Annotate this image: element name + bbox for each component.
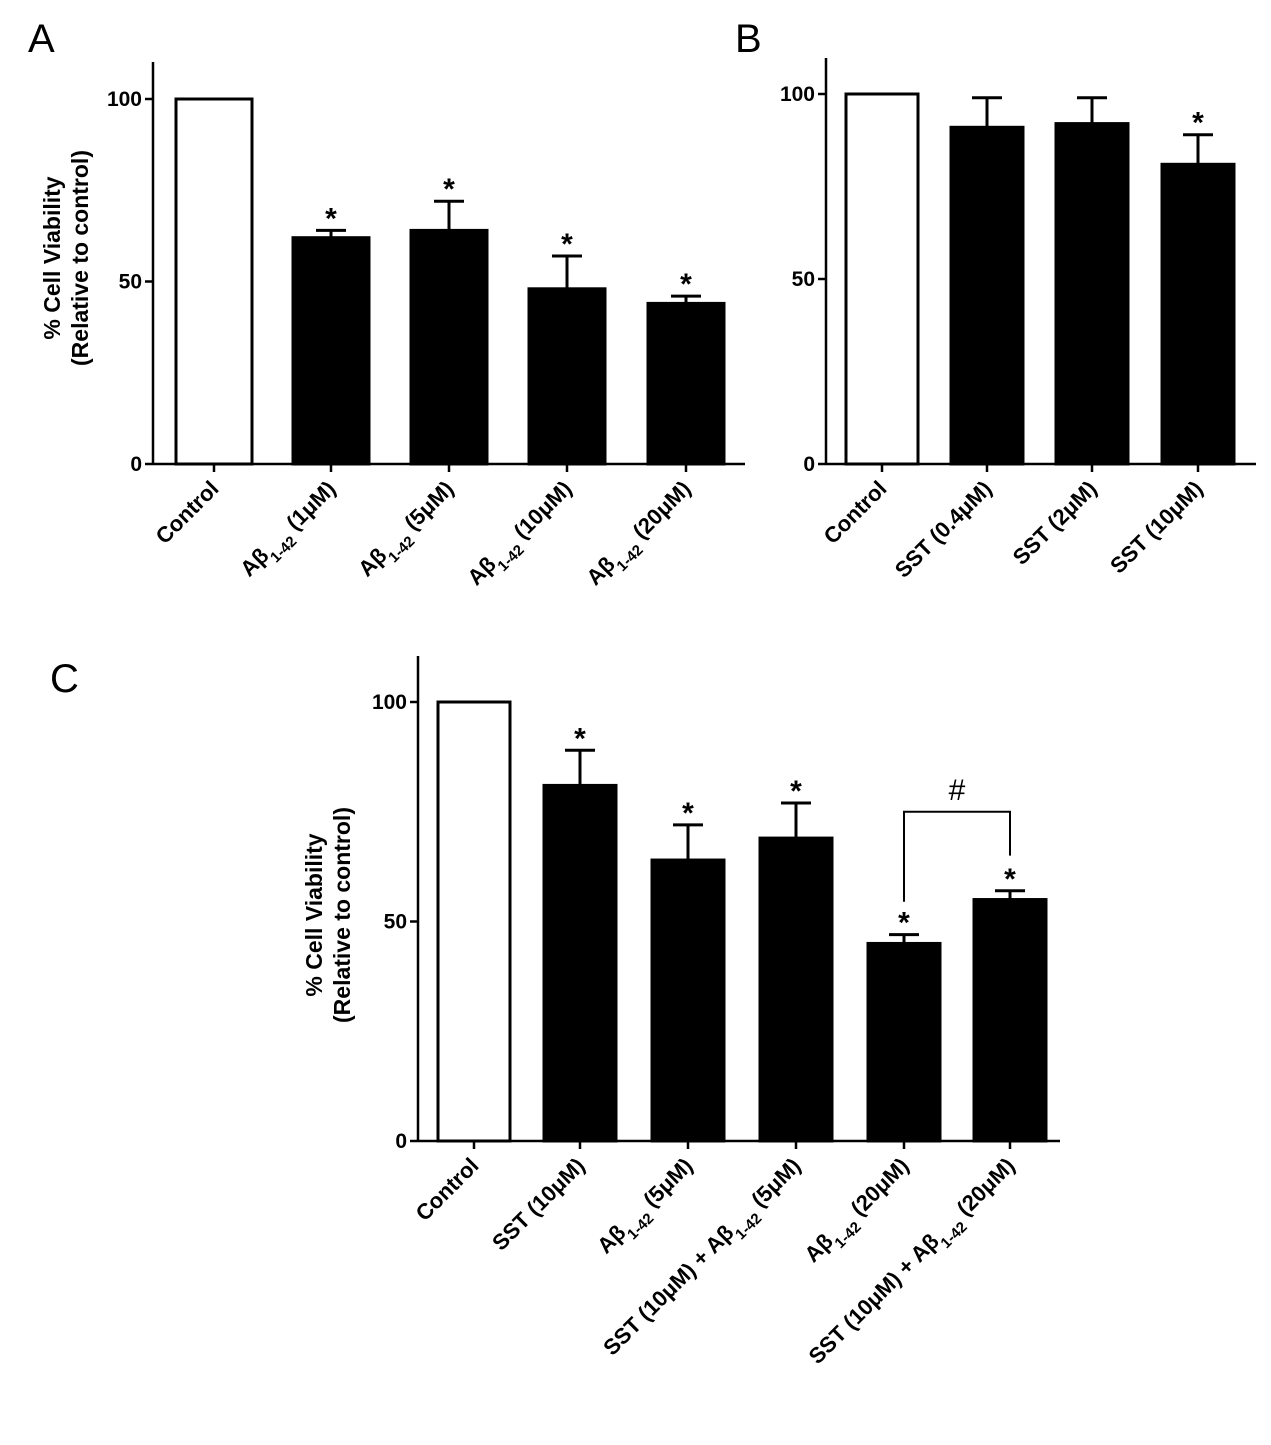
y-tick-label: 0 — [130, 453, 142, 476]
x-category-label: Aβ1-42 (5μM) — [353, 476, 464, 587]
y-axis-label: % Cell Viability — [301, 833, 327, 996]
y-axis-label-2: (Relative to control) — [67, 150, 93, 366]
comparison-bracket — [903, 810, 1011, 902]
x-category-label: Aβ1-42 (5μM) — [592, 1153, 703, 1264]
bar — [527, 287, 607, 466]
y-tick-label: 0 — [395, 1130, 407, 1153]
bar — [866, 941, 942, 1143]
bar — [409, 228, 489, 466]
y-tick-label: 100 — [780, 83, 815, 106]
significance-star: * — [325, 202, 337, 235]
bar — [650, 858, 726, 1143]
x-category-label: Aβ1-42 (10μM) — [462, 476, 581, 595]
bar — [646, 301, 726, 466]
x-category-label: Aβ1-42 (1μM) — [235, 476, 346, 587]
bar — [291, 236, 371, 466]
y-tick-label: 100 — [372, 691, 407, 714]
bar — [949, 125, 1025, 466]
y-tick-label: 100 — [107, 88, 142, 111]
panel-a-letter: A — [28, 17, 55, 61]
significance-star: * — [898, 907, 910, 940]
comparison-symbol: # — [949, 774, 966, 807]
bar — [1054, 122, 1130, 466]
bar — [972, 898, 1048, 1143]
y-axis-label: % Cell Viability — [39, 176, 65, 339]
x-category-label: Control — [819, 476, 892, 549]
x-category-label: Control — [151, 476, 224, 549]
panel-c-chart: 0 50 100 % Cell Viability (Relative to contr… — [301, 656, 1060, 1374]
y-tick-label: 50 — [384, 911, 407, 934]
significance-star: * — [790, 775, 802, 808]
x-category-label: Aβ1-42 (20μM) — [581, 476, 700, 595]
x-category-label: SST (10μM) + Aβ1-42 (5μM) — [598, 1153, 811, 1366]
x-category-label: SST (10μM) — [487, 1153, 589, 1255]
y-tick-label: 0 — [803, 453, 815, 476]
bar — [758, 836, 834, 1143]
panel-b-letter: B — [735, 17, 762, 61]
significance-star: * — [682, 797, 694, 830]
significance-star: * — [1192, 107, 1204, 140]
significance-star: * — [574, 722, 586, 755]
x-category-label: Control — [411, 1153, 484, 1226]
x-category-label: SST (10μM) + Aβ1-42 (20μM) — [804, 1153, 1025, 1374]
y-axis-label-2: (Relative to control) — [329, 807, 355, 1023]
x-category-label: SST (0.4μM) — [890, 476, 997, 583]
significance-star: * — [1004, 863, 1016, 896]
panel-c-letter: C — [50, 657, 79, 701]
bar — [1160, 162, 1236, 466]
panel-a-chart: 0 50 100 % Cell Viability (Relative to contr… — [39, 62, 745, 595]
x-category-label: SST (2μM) — [1008, 476, 1102, 570]
y-tick-label: 50 — [792, 268, 815, 291]
bar — [436, 700, 512, 1143]
bar — [174, 97, 254, 466]
bar — [542, 783, 618, 1143]
y-tick-label: 50 — [119, 271, 142, 294]
significance-star: * — [443, 173, 455, 206]
significance-star: * — [680, 268, 692, 301]
x-category-label: SST (10μM) — [1105, 476, 1207, 578]
significance-star: * — [561, 228, 573, 261]
bar — [844, 92, 920, 466]
